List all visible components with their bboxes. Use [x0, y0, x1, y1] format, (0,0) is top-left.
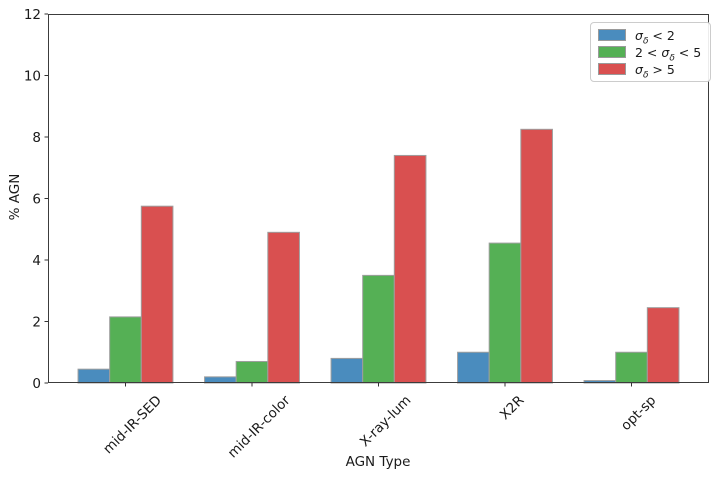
y-tick-label: 8 — [32, 130, 41, 146]
legend-item: 2 < σδ < 5 — [598, 44, 702, 63]
y-tick-label: 2 — [32, 314, 41, 330]
legend-label: 2 < σδ < 5 — [635, 44, 702, 63]
legend-swatch — [598, 63, 626, 75]
legend-swatch — [598, 46, 626, 58]
bar — [646, 307, 680, 384]
legend-label: σδ < 2 — [635, 27, 675, 46]
y-tick-label: 10 — [24, 68, 41, 84]
y-axis-label: % AGN — [7, 173, 23, 221]
legend-item: σδ < 2 — [598, 27, 701, 46]
y-tick-label: 12 — [24, 7, 41, 23]
x-tick-label: X-ray-lum — [357, 393, 415, 451]
bar — [615, 351, 648, 384]
bar — [488, 242, 522, 384]
x-tick-label: X2R — [497, 393, 528, 424]
bar — [330, 357, 364, 384]
bar — [362, 274, 395, 384]
legend-item: σδ > 5 — [598, 61, 701, 80]
bar — [267, 231, 300, 384]
x-axis-label: AGN Type — [345, 454, 411, 470]
plot-frame — [48, 14, 709, 383]
bar — [77, 368, 111, 384]
x-tick-label: mid-IR-color — [225, 392, 294, 461]
y-tick-label: 4 — [32, 253, 41, 269]
bar — [520, 128, 553, 384]
bar — [235, 360, 269, 384]
bar — [393, 154, 427, 384]
y-tick-label: 0 — [32, 376, 41, 392]
bar — [457, 351, 490, 384]
bar — [140, 205, 174, 384]
legend-label: σδ > 5 — [635, 61, 675, 80]
y-tick-label: 6 — [32, 191, 41, 207]
x-tick-label: mid-IR-SED — [100, 393, 165, 458]
x-tick-label: opt-sp — [618, 393, 659, 434]
bar — [109, 316, 142, 384]
legend-swatch — [598, 29, 626, 41]
